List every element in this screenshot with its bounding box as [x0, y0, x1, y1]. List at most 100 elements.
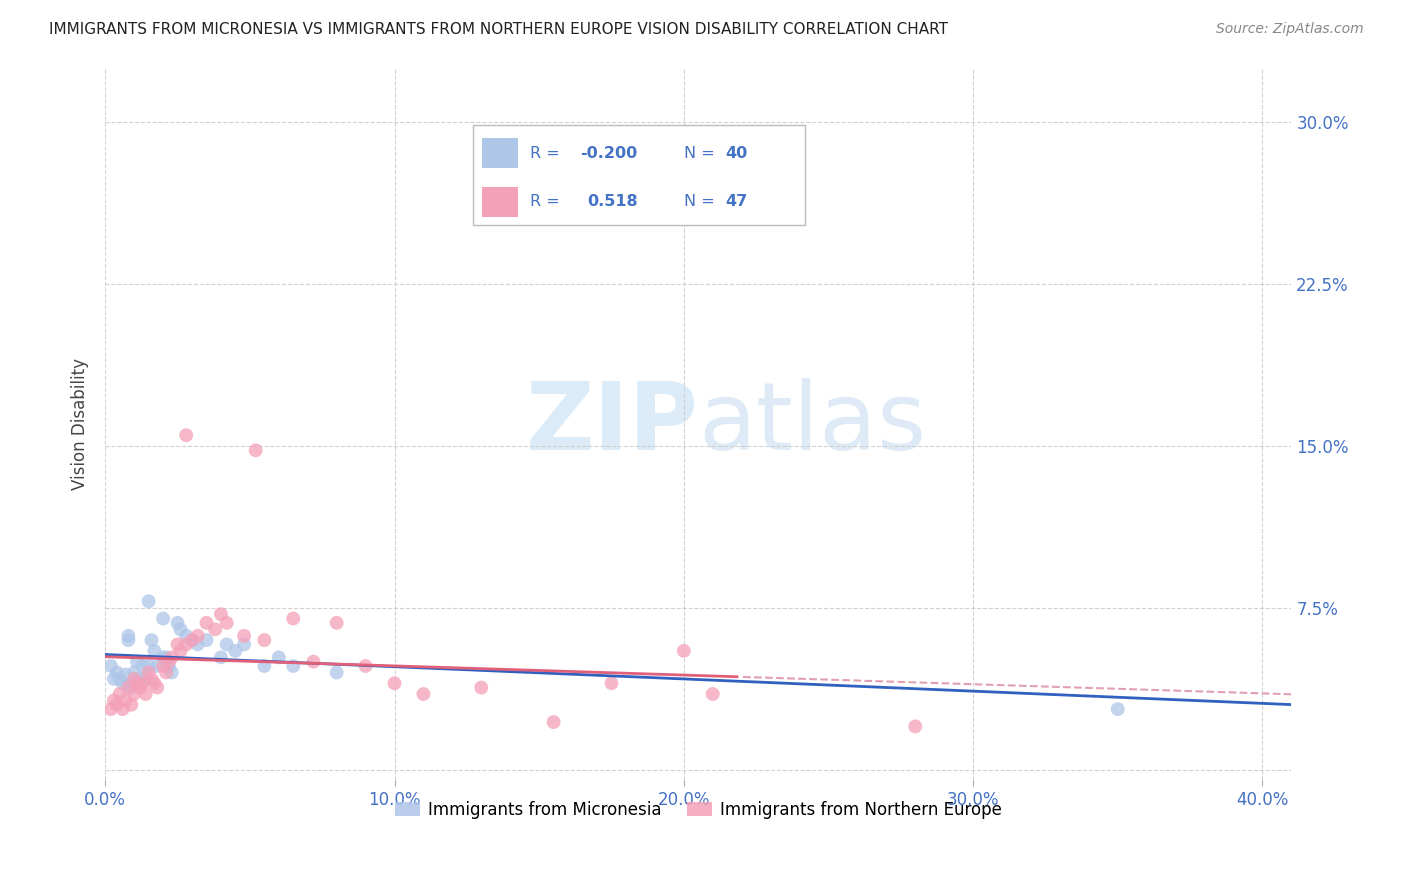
Point — [155, 650, 177, 665]
Point — [143, 644, 166, 658]
Point — [166, 615, 188, 630]
Point — [138, 665, 160, 680]
Point — [253, 633, 276, 648]
Point — [325, 615, 347, 630]
Point — [108, 672, 131, 686]
Text: N =: N = — [685, 194, 720, 209]
Point — [135, 687, 157, 701]
Y-axis label: Vision Disability: Vision Disability — [72, 359, 89, 491]
Point — [125, 655, 148, 669]
Point — [146, 681, 169, 695]
Point — [114, 667, 136, 681]
Point — [209, 607, 232, 622]
FancyBboxPatch shape — [472, 126, 806, 225]
FancyBboxPatch shape — [482, 138, 517, 169]
Point — [132, 676, 155, 690]
Point — [215, 615, 238, 630]
Point — [100, 702, 122, 716]
Point — [100, 659, 122, 673]
Point — [103, 693, 125, 707]
Text: Source: ZipAtlas.com: Source: ZipAtlas.com — [1216, 22, 1364, 37]
Point — [146, 659, 169, 673]
Point — [166, 637, 188, 651]
Point — [384, 676, 406, 690]
Point — [125, 676, 148, 690]
Point — [129, 681, 152, 695]
Point — [138, 594, 160, 608]
Point — [135, 672, 157, 686]
Point — [233, 637, 256, 651]
Point — [209, 650, 232, 665]
Text: ZIP: ZIP — [526, 378, 699, 470]
Point — [117, 633, 139, 648]
Point — [224, 644, 246, 658]
Point — [195, 615, 218, 630]
Point — [152, 659, 174, 673]
Point — [325, 665, 347, 680]
Text: N =: N = — [685, 145, 720, 161]
Point — [122, 672, 145, 686]
Point — [283, 611, 305, 625]
Point — [174, 428, 197, 442]
Point — [108, 687, 131, 701]
Point — [117, 629, 139, 643]
Point — [111, 676, 134, 690]
Point — [143, 676, 166, 690]
Point — [157, 659, 180, 673]
Point — [138, 659, 160, 673]
Point — [157, 655, 180, 669]
Point — [169, 623, 191, 637]
Point — [103, 672, 125, 686]
Point — [122, 665, 145, 680]
Legend: Immigrants from Micronesia, Immigrants from Northern Europe: Immigrants from Micronesia, Immigrants f… — [388, 794, 1008, 825]
Point — [672, 644, 695, 658]
Text: atlas: atlas — [699, 378, 927, 470]
Text: R =: R = — [530, 194, 565, 209]
Point — [302, 655, 325, 669]
Point — [105, 698, 128, 712]
Point — [187, 637, 209, 651]
Point — [160, 650, 183, 665]
Point — [120, 698, 142, 712]
Point — [245, 443, 267, 458]
Point — [174, 637, 197, 651]
Text: 0.518: 0.518 — [586, 194, 637, 209]
Text: IMMIGRANTS FROM MICRONESIA VS IMMIGRANTS FROM NORTHERN EUROPE VISION DISABILITY : IMMIGRANTS FROM MICRONESIA VS IMMIGRANTS… — [49, 22, 948, 37]
Point — [204, 623, 226, 637]
Point — [181, 633, 204, 648]
Point — [105, 665, 128, 680]
Text: 40: 40 — [725, 145, 748, 161]
Point — [117, 681, 139, 695]
Point — [174, 629, 197, 643]
Point — [253, 659, 276, 673]
Point — [702, 687, 724, 701]
Point — [283, 659, 305, 673]
Point — [152, 611, 174, 625]
Point — [354, 659, 377, 673]
Point — [1107, 702, 1129, 716]
Point — [187, 629, 209, 643]
Text: -0.200: -0.200 — [579, 145, 637, 161]
Point — [111, 702, 134, 716]
Point — [129, 672, 152, 686]
Point — [155, 665, 177, 680]
Point — [122, 687, 145, 701]
Point — [132, 659, 155, 673]
Point — [141, 633, 163, 648]
FancyBboxPatch shape — [482, 186, 517, 217]
Point — [160, 665, 183, 680]
Point — [114, 693, 136, 707]
Point — [233, 629, 256, 643]
Point — [120, 681, 142, 695]
Point — [412, 687, 434, 701]
Point — [181, 633, 204, 648]
Point — [215, 637, 238, 651]
Point — [543, 714, 565, 729]
Point — [169, 644, 191, 658]
Text: R =: R = — [530, 145, 565, 161]
Point — [904, 719, 927, 733]
Point — [152, 650, 174, 665]
Point — [470, 681, 492, 695]
Text: 47: 47 — [725, 194, 748, 209]
Point — [267, 650, 290, 665]
